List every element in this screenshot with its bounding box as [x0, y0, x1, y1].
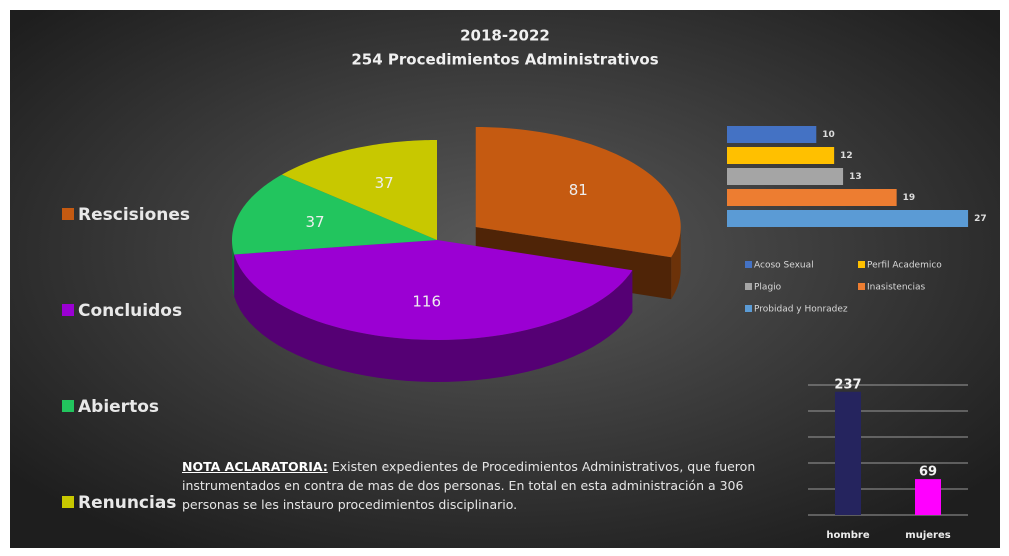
legend-label: Inasistencias: [867, 283, 925, 293]
legend-label: Acoso Sexual: [754, 261, 814, 271]
note-text: Existen expedientes de Procedimientos Ad…: [182, 459, 756, 512]
data-label: 69: [919, 465, 937, 480]
data-label: 37: [305, 213, 324, 231]
legend-swatch: [62, 400, 74, 412]
note-heading: NOTA ACLARATORIA:: [182, 459, 328, 474]
slice-side: [671, 227, 681, 300]
pie-slice: [281, 140, 437, 240]
legend-label: Probidad y Honradez: [754, 305, 848, 315]
data-label: 27: [974, 214, 987, 224]
legend-label: Plagio: [754, 283, 782, 293]
legend-label: Perfil Academico: [867, 261, 942, 271]
legend-swatch: [745, 305, 752, 312]
data-label: 237: [834, 377, 861, 392]
legend-swatch: [858, 261, 865, 268]
bar: [727, 189, 897, 206]
legend-swatch: [62, 496, 74, 508]
slice-side: [234, 254, 633, 382]
bar: [727, 147, 835, 164]
legend-swatch: [745, 261, 752, 268]
data-label: 19: [903, 193, 916, 203]
slice-side: [232, 240, 235, 297]
x-tick-label: mujeres: [905, 530, 950, 541]
note: NOTA ACLARATORIA: Existen expedientes de…: [182, 457, 772, 514]
legend-label: Renuncias: [78, 493, 176, 513]
data-label: 10: [822, 130, 835, 140]
bar: [915, 479, 941, 515]
bar: [727, 210, 969, 227]
data-label: 37: [375, 174, 394, 192]
pie: 81 116 37 37: [232, 127, 681, 382]
legend-swatch: [745, 283, 752, 290]
chart-subtitle: 254 Procedimientos Administrativos: [351, 51, 658, 69]
pie-slice: [232, 174, 437, 255]
bar: [835, 391, 861, 515]
legend-swatch: [62, 304, 74, 316]
pie-slice: [475, 127, 681, 258]
x-tick-label: hombre: [826, 530, 869, 541]
legend-swatch: [858, 283, 865, 290]
legend-label: Rescisiones: [78, 205, 190, 225]
data-label: 13: [849, 172, 862, 182]
data-label: 81: [569, 181, 588, 199]
legend-label: Abiertos: [78, 397, 159, 417]
chart-title: 2018-2022: [460, 27, 550, 45]
data-label: 12: [840, 151, 853, 161]
data-label: 116: [412, 292, 441, 310]
legend-label: Concluidos: [78, 301, 182, 321]
bar: [727, 168, 844, 185]
pie-slice: [234, 240, 633, 340]
bar: [727, 126, 817, 143]
legend-swatch: [62, 208, 74, 220]
